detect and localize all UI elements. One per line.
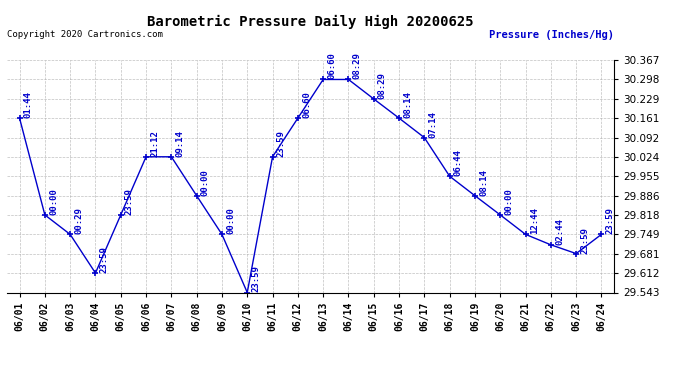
Text: 23:59: 23:59 — [580, 226, 589, 254]
Text: 08:29: 08:29 — [353, 53, 362, 80]
Text: 23:59: 23:59 — [606, 207, 615, 234]
Text: 09:14: 09:14 — [175, 130, 184, 157]
Text: 23:59: 23:59 — [251, 266, 260, 292]
Text: 00:00: 00:00 — [201, 169, 210, 196]
Text: 02:44: 02:44 — [555, 218, 564, 245]
Text: 00:00: 00:00 — [226, 207, 235, 234]
Text: Pressure (Inches/Hg): Pressure (Inches/Hg) — [489, 30, 614, 40]
Text: 08:29: 08:29 — [378, 72, 387, 99]
Text: 00:00: 00:00 — [49, 188, 58, 215]
Text: 08:14: 08:14 — [479, 169, 488, 196]
Text: 23:59: 23:59 — [125, 188, 134, 215]
Text: 23:59: 23:59 — [277, 130, 286, 157]
Text: Barometric Pressure Daily High 20200625: Barometric Pressure Daily High 20200625 — [147, 15, 474, 29]
Text: 08:14: 08:14 — [403, 91, 412, 118]
Text: 23:59: 23:59 — [99, 246, 108, 273]
Text: 12:44: 12:44 — [530, 207, 539, 234]
Text: 00:00: 00:00 — [504, 188, 513, 215]
Text: 07:14: 07:14 — [428, 111, 437, 138]
Text: 06:44: 06:44 — [454, 149, 463, 176]
Text: 06:60: 06:60 — [302, 91, 311, 118]
Text: 01:44: 01:44 — [23, 91, 32, 118]
Text: 21:12: 21:12 — [150, 130, 159, 157]
Text: 00:29: 00:29 — [75, 207, 83, 234]
Text: 06:60: 06:60 — [327, 53, 336, 80]
Text: Copyright 2020 Cartronics.com: Copyright 2020 Cartronics.com — [7, 30, 163, 39]
